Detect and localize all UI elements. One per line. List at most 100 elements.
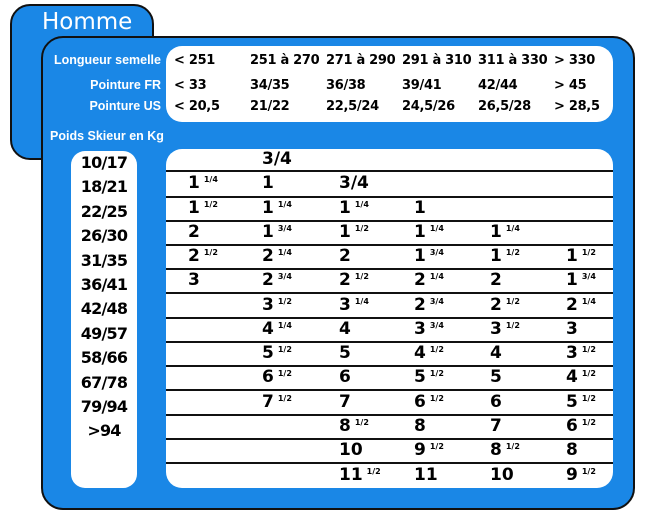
page-title: Homme	[42, 9, 133, 35]
row-divider	[166, 365, 613, 367]
size-fraction: 1/2	[505, 296, 520, 306]
size-cell: 1 1/4	[339, 198, 369, 218]
size-cell: 2	[490, 270, 502, 290]
weight-cell: 22/25	[80, 201, 128, 221]
size-cell: 5 1/2	[566, 392, 596, 412]
size-cell: 8 1/2	[490, 440, 520, 460]
size-cell: 1 1/2	[490, 246, 520, 266]
size-fraction: 1/2	[429, 393, 444, 403]
size-whole: 8	[414, 416, 426, 436]
size-fraction: 1/2	[277, 369, 292, 378]
header-cell: 291 à 310	[402, 53, 472, 68]
size-fraction: 1/2	[354, 418, 369, 427]
row-divider	[166, 414, 613, 416]
size-cell: 7	[490, 416, 502, 436]
weight-cell: >94	[87, 421, 121, 441]
size-whole: 1	[262, 198, 274, 218]
size-whole: 1	[262, 222, 274, 242]
size-fraction: 1/2	[429, 345, 444, 354]
size-cell: 2 3/4	[262, 270, 292, 290]
size-fraction: 1/2	[429, 369, 444, 378]
size-cell: 2 1/2	[490, 295, 520, 315]
size-whole: 2	[414, 294, 426, 315]
header-cell: < 251	[174, 53, 216, 68]
row-divider	[166, 268, 613, 270]
size-whole: 2	[262, 270, 274, 290]
size-cell: 5 1/2	[262, 343, 292, 363]
header-cell: 26,5/28	[478, 99, 531, 114]
size-cell: 6	[339, 367, 351, 387]
size-header-box: < 251 < 33 < 20,5 251 à 270 34/35 21/22 271 à …	[166, 46, 613, 122]
size-cell: 3 1/2	[566, 343, 596, 363]
size-whole: 1	[339, 198, 351, 218]
size-cell: 8 1/2	[339, 416, 369, 436]
size-whole: 3/4	[262, 149, 292, 169]
size-cell: 1 3/4	[262, 222, 292, 242]
size-fraction: 1/4	[354, 296, 369, 306]
size-cell: 4	[490, 343, 502, 363]
size-cell: 1 1/4	[262, 198, 292, 218]
size-whole: 11	[339, 464, 363, 485]
label-size-fr: Pointure FR	[90, 78, 161, 92]
size-whole: 8	[566, 440, 578, 460]
size-fraction: 1/2	[581, 248, 596, 257]
weight-cell: 18/21	[80, 177, 128, 197]
size-whole: 5	[339, 343, 351, 363]
size-fraction: 1/2	[581, 418, 596, 427]
size-whole: 1	[414, 222, 426, 242]
size-cell: 3 1/2	[490, 319, 520, 339]
size-whole: 3	[262, 294, 274, 315]
size-fraction: 1/4	[429, 272, 444, 281]
size-whole: 10	[490, 464, 514, 485]
header-cell: 34/35	[250, 78, 290, 93]
size-fraction: 1/2	[581, 393, 596, 403]
size-cell: 1 1/4	[490, 222, 520, 242]
weight-cell: 79/94	[80, 397, 128, 416]
size-whole: 3	[339, 294, 351, 315]
size-whole: 11	[414, 464, 438, 485]
size-cell: 7	[339, 392, 351, 412]
size-cell: 1 1/2	[339, 222, 369, 242]
size-whole: 4	[262, 319, 274, 339]
header-cell: 22,5/24	[326, 99, 379, 114]
size-fraction: 1/2	[505, 321, 520, 330]
size-fraction: 1/4	[277, 321, 292, 330]
size-cell: 10	[490, 465, 514, 485]
size-fraction: 3/4	[581, 272, 596, 281]
size-fraction: 1/2	[277, 296, 292, 306]
size-whole: 6	[414, 391, 426, 412]
size-whole: 2	[188, 222, 200, 242]
size-whole: 7	[490, 416, 502, 436]
size-cell: 11 1/2	[339, 465, 381, 485]
size-whole: 5	[490, 367, 502, 387]
weight-cell: 58/66	[80, 348, 128, 368]
header-cell: 24,5/26	[402, 99, 455, 114]
size-fraction: 1/4	[505, 224, 520, 233]
size-fraction: 1/4	[354, 200, 369, 209]
size-cell: 6 1/2	[566, 416, 596, 436]
size-cell: 2 1/4	[566, 295, 596, 315]
size-whole: 2	[566, 294, 578, 315]
size-cell: 1 1/2	[566, 246, 596, 266]
size-cell: 4	[339, 319, 351, 339]
size-whole: 1	[188, 198, 200, 218]
size-fraction: 1/2	[354, 224, 369, 233]
size-cell: 2	[339, 246, 351, 266]
size-fraction: 1/4	[277, 200, 292, 209]
size-cell: 3	[188, 270, 200, 290]
size-cell: 5 1/2	[414, 367, 444, 387]
size-fraction: 3/4	[277, 224, 292, 233]
header-cell: 21/22	[250, 99, 290, 114]
size-fraction: 3/4	[429, 321, 444, 330]
row-divider	[166, 170, 613, 172]
weight-cell: 26/30	[80, 226, 128, 246]
size-cell: 5	[339, 343, 351, 363]
size-fraction: 3/4	[277, 272, 292, 281]
size-cell: 2 1/2	[339, 270, 369, 290]
size-whole: 2	[339, 270, 351, 290]
size-fraction: 1/2	[277, 345, 292, 354]
weight-column: 10/17 18/21 22/25 26/30 31/35 36/41 42/48 49/57…	[71, 151, 137, 488]
size-cell: 7 1/2	[262, 392, 292, 412]
size-cell: 9 1/2	[414, 440, 444, 460]
size-whole: 1	[339, 222, 351, 242]
